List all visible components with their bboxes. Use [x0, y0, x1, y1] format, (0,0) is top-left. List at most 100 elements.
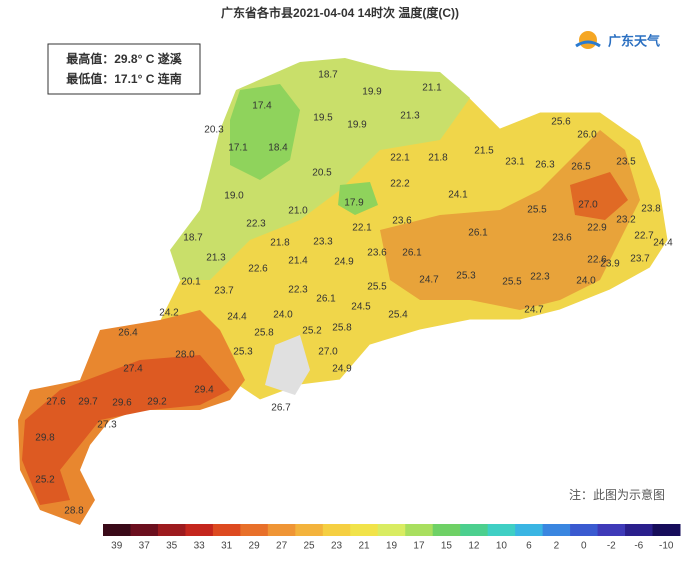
temp-label: 26.5 [571, 162, 591, 173]
temp-label: 23.1 [505, 157, 525, 168]
temp-label: 26.7 [271, 403, 291, 414]
temp-label: 21.4 [288, 256, 308, 267]
legend-tick: 39 [111, 541, 123, 552]
legend-swatch [625, 524, 654, 536]
legend-swatch [570, 524, 599, 536]
temp-label: 22.9 [587, 223, 607, 234]
temp-label: 25.2 [35, 475, 55, 486]
temp-label: 22.7 [634, 231, 654, 242]
temp-label: 26.3 [535, 160, 555, 171]
legend-swatch [377, 524, 406, 536]
temp-label: 26.0 [577, 130, 597, 141]
temp-label: 28.0 [175, 350, 195, 361]
temp-label: 19.5 [313, 113, 333, 124]
legend-tick: 21 [358, 541, 370, 552]
temp-label: 25.5 [527, 205, 547, 216]
temp-label: 20.5 [312, 168, 332, 179]
legend-tick: 15 [441, 541, 453, 552]
temp-label: 22.3 [530, 272, 550, 283]
temp-label: 24.4 [653, 238, 673, 249]
temp-label: 23.6 [367, 248, 387, 259]
temp-label: 19.9 [347, 120, 367, 131]
temp-label: 24.7 [524, 305, 544, 316]
map-regions [17, 57, 669, 526]
legend-swatch [103, 524, 131, 536]
temp-label: 22.6 [587, 255, 607, 266]
temp-label: 17.4 [252, 101, 272, 112]
temp-label: 26.1 [316, 294, 336, 305]
temp-label: 22.1 [352, 223, 372, 234]
temp-label: 27.3 [97, 420, 117, 431]
temp-label: 27.0 [578, 200, 598, 211]
temp-label: 23.9 [600, 259, 620, 270]
temp-label: 20.1 [181, 277, 201, 288]
temp-label: 23.7 [630, 254, 650, 265]
summary-box [47, 43, 201, 95]
temp-label: 23.6 [392, 216, 412, 227]
temp-label: 24.0 [273, 310, 293, 321]
legend-swatch [322, 524, 351, 536]
temp-label: 26.4 [118, 328, 138, 339]
temp-label: 28.8 [64, 506, 84, 517]
temp-label: 21.3 [400, 111, 420, 122]
temp-label: 26.1 [468, 228, 488, 239]
temp-label: 23.7 [214, 286, 234, 297]
temp-label: 24.5 [351, 302, 371, 313]
min-text: 最低值：17.1° C 连南 [66, 71, 182, 86]
temp-label: 21.8 [428, 153, 448, 164]
temp-label: 21.5 [474, 146, 494, 157]
legend-tick: 31 [221, 541, 233, 552]
legend: 39 37 35 33 31 29 27 25 23 21 19 17 15 12 10 6 2 0 -2 -6 -10 [103, 524, 681, 552]
legend-tick: 27 [276, 541, 288, 552]
legend-tick: -2 [607, 541, 616, 552]
temp-label: 24.7 [419, 275, 439, 286]
legend-swatch [185, 524, 214, 536]
temp-label: 29.6 [112, 398, 132, 409]
temp-label: 27.0 [318, 347, 338, 358]
temp-label: 21.3 [206, 253, 226, 264]
temp-label: 23.6 [552, 233, 572, 244]
temp-label: 24.1 [448, 190, 468, 201]
legend-tick: 23 [331, 541, 343, 552]
legend-tick: 37 [139, 541, 151, 552]
temp-label: 21.1 [422, 83, 442, 94]
temp-label: 25.5 [502, 277, 522, 288]
legend-swatch [267, 524, 296, 536]
legend-tick: 6 [526, 541, 532, 552]
temp-label: 23.2 [616, 215, 636, 226]
legend-swatch [652, 524, 681, 536]
temp-label: 25.8 [332, 323, 352, 334]
legend-swatch [212, 524, 241, 536]
temp-label: 17.1 [228, 143, 248, 154]
legend-swatch [460, 524, 489, 536]
legend-swatch [542, 524, 571, 536]
note: 注：此图为示意图 [569, 487, 665, 502]
temp-label: 19.0 [224, 191, 244, 202]
legend-tick: 25 [304, 541, 316, 552]
temp-label: 23.3 [313, 237, 333, 248]
temp-label: 24.9 [332, 364, 352, 375]
temp-label: 24.4 [227, 312, 247, 323]
logo-icon [579, 31, 597, 49]
legend-tick: -10 [659, 541, 674, 552]
temp-label: 23.8 [641, 204, 661, 215]
legend-swatch [515, 524, 544, 536]
temp-label: 26.1 [402, 248, 422, 259]
legend-swatch [350, 524, 379, 536]
temp-label: 22.3 [246, 219, 266, 230]
temp-label: 21.0 [288, 206, 308, 217]
temp-label: 25.4 [388, 310, 408, 321]
temp-label: 29.2 [147, 397, 167, 408]
legend-swatch [487, 524, 516, 536]
legend-tick: 0 [581, 541, 587, 552]
legend-swatch [157, 524, 186, 536]
temp-label: 27.4 [123, 364, 143, 375]
temp-label: 25.3 [233, 347, 253, 358]
legend-tick: 19 [386, 541, 398, 552]
legend-swatch [432, 524, 461, 536]
legend-tick: 10 [496, 541, 508, 552]
legend-swatch [240, 524, 269, 536]
legend-swatch [405, 524, 434, 536]
title: 广东省各市县2021-04-04 14时次 温度(度(C)) [221, 5, 459, 20]
